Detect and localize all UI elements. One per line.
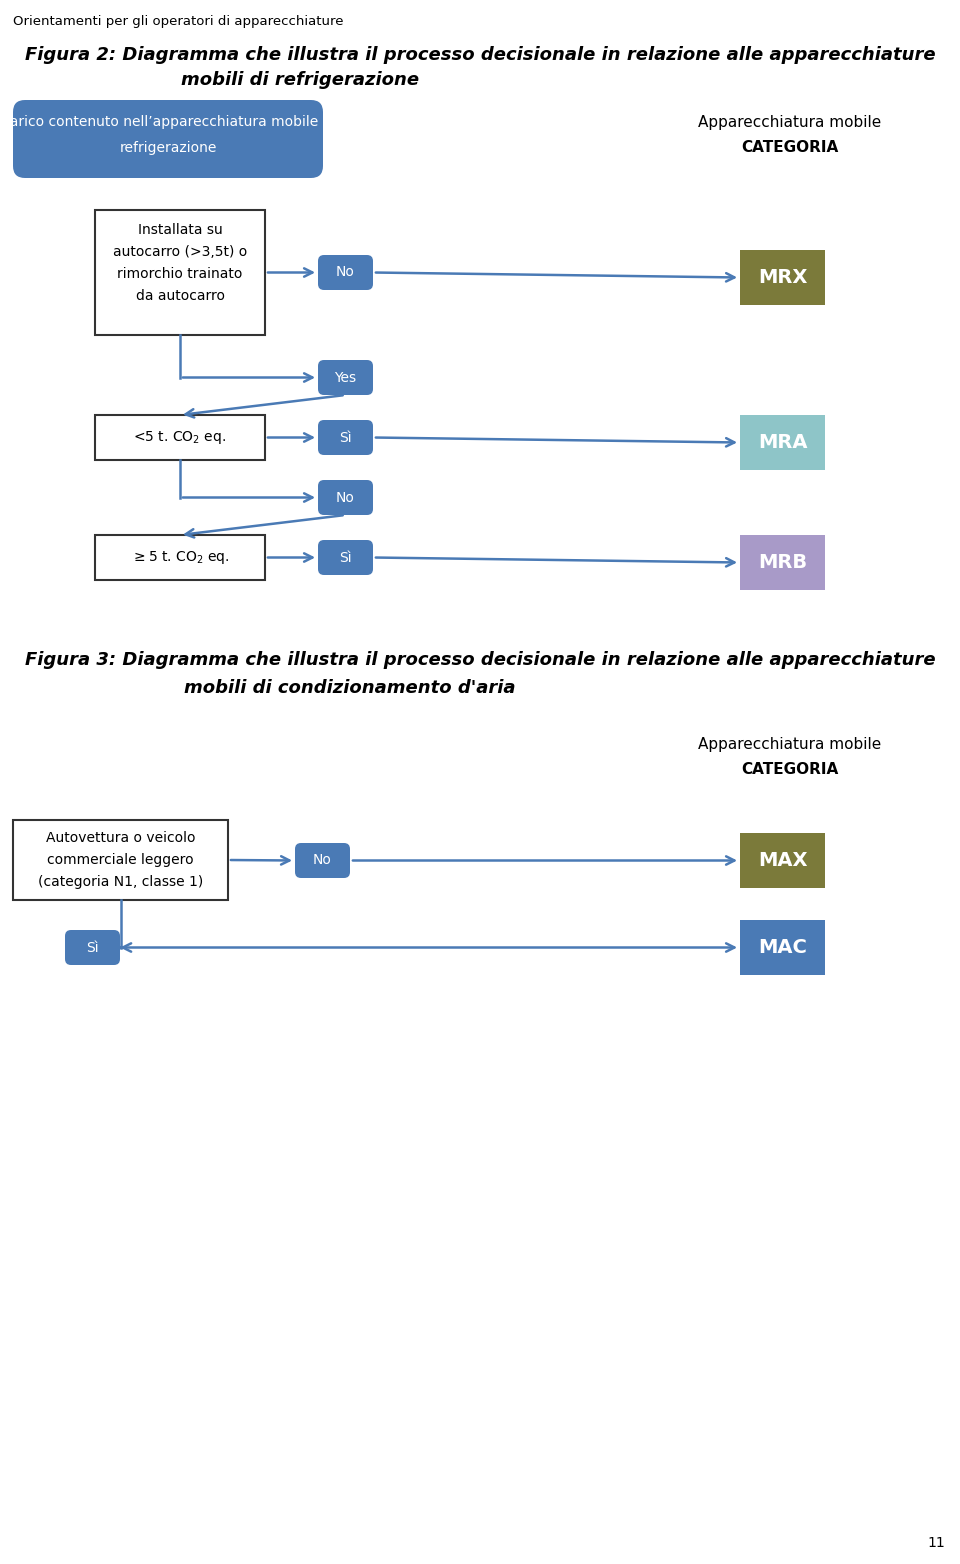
Text: No: No bbox=[336, 266, 355, 280]
FancyBboxPatch shape bbox=[95, 210, 265, 335]
Text: Installata su: Installata su bbox=[137, 224, 223, 238]
FancyBboxPatch shape bbox=[318, 421, 373, 455]
FancyBboxPatch shape bbox=[740, 834, 825, 888]
FancyBboxPatch shape bbox=[740, 414, 825, 471]
Text: Apparecchiatura mobile: Apparecchiatura mobile bbox=[698, 738, 881, 752]
Text: No: No bbox=[313, 854, 332, 868]
FancyBboxPatch shape bbox=[740, 920, 825, 974]
Text: MAX: MAX bbox=[757, 851, 807, 870]
Text: $\geq$5 t. CO$_2$ eq.: $\geq$5 t. CO$_2$ eq. bbox=[131, 549, 229, 566]
FancyBboxPatch shape bbox=[318, 540, 373, 576]
Text: <5 t. CO$_2$ eq.: <5 t. CO$_2$ eq. bbox=[133, 429, 227, 446]
FancyBboxPatch shape bbox=[95, 414, 265, 460]
Text: mobili di condizionamento d'aria: mobili di condizionamento d'aria bbox=[184, 679, 516, 698]
Text: MRX: MRX bbox=[757, 267, 807, 288]
FancyBboxPatch shape bbox=[295, 843, 350, 877]
Text: Carico contenuto nell’apparecchiatura mobile di: Carico contenuto nell’apparecchiatura mo… bbox=[0, 116, 336, 128]
Text: Sì: Sì bbox=[339, 430, 351, 444]
Text: MRB: MRB bbox=[758, 554, 807, 572]
FancyBboxPatch shape bbox=[740, 535, 825, 590]
Text: commerciale leggero: commerciale leggero bbox=[47, 852, 194, 866]
FancyBboxPatch shape bbox=[318, 480, 373, 515]
Text: mobili di refrigerazione: mobili di refrigerazione bbox=[180, 70, 420, 89]
Text: Figura 3: Diagramma che illustra il processo decisionale in relazione alle appar: Figura 3: Diagramma che illustra il proc… bbox=[25, 651, 935, 669]
FancyBboxPatch shape bbox=[740, 250, 825, 305]
Text: refrigerazione: refrigerazione bbox=[119, 141, 217, 155]
FancyBboxPatch shape bbox=[95, 535, 265, 580]
Text: autocarro (>3,5t) o: autocarro (>3,5t) o bbox=[113, 246, 247, 260]
Text: rimorchio trainato: rimorchio trainato bbox=[117, 267, 243, 282]
Text: MAC: MAC bbox=[758, 938, 807, 957]
Text: 11: 11 bbox=[927, 1536, 945, 1550]
FancyBboxPatch shape bbox=[318, 255, 373, 289]
Text: Figura 2: Diagramma che illustra il processo decisionale in relazione alle appar: Figura 2: Diagramma che illustra il proc… bbox=[25, 45, 935, 64]
Text: da autocarro: da autocarro bbox=[135, 289, 225, 303]
Text: (categoria N1, classe 1): (categoria N1, classe 1) bbox=[37, 874, 204, 888]
Text: MRA: MRA bbox=[757, 433, 807, 452]
Text: Autovettura o veicolo: Autovettura o veicolo bbox=[46, 830, 195, 845]
Text: Sì: Sì bbox=[339, 551, 351, 565]
FancyBboxPatch shape bbox=[13, 100, 323, 178]
Text: Apparecchiatura mobile: Apparecchiatura mobile bbox=[698, 114, 881, 130]
FancyBboxPatch shape bbox=[65, 931, 120, 965]
Text: CATEGORIA: CATEGORIA bbox=[741, 141, 839, 155]
Text: CATEGORIA: CATEGORIA bbox=[741, 763, 839, 777]
Text: No: No bbox=[336, 491, 355, 505]
Text: Sì: Sì bbox=[86, 940, 99, 954]
Text: Yes: Yes bbox=[334, 371, 356, 385]
FancyBboxPatch shape bbox=[318, 360, 373, 396]
Text: Orientamenti per gli operatori di apparecchiature: Orientamenti per gli operatori di appare… bbox=[13, 16, 344, 28]
FancyBboxPatch shape bbox=[13, 820, 228, 899]
